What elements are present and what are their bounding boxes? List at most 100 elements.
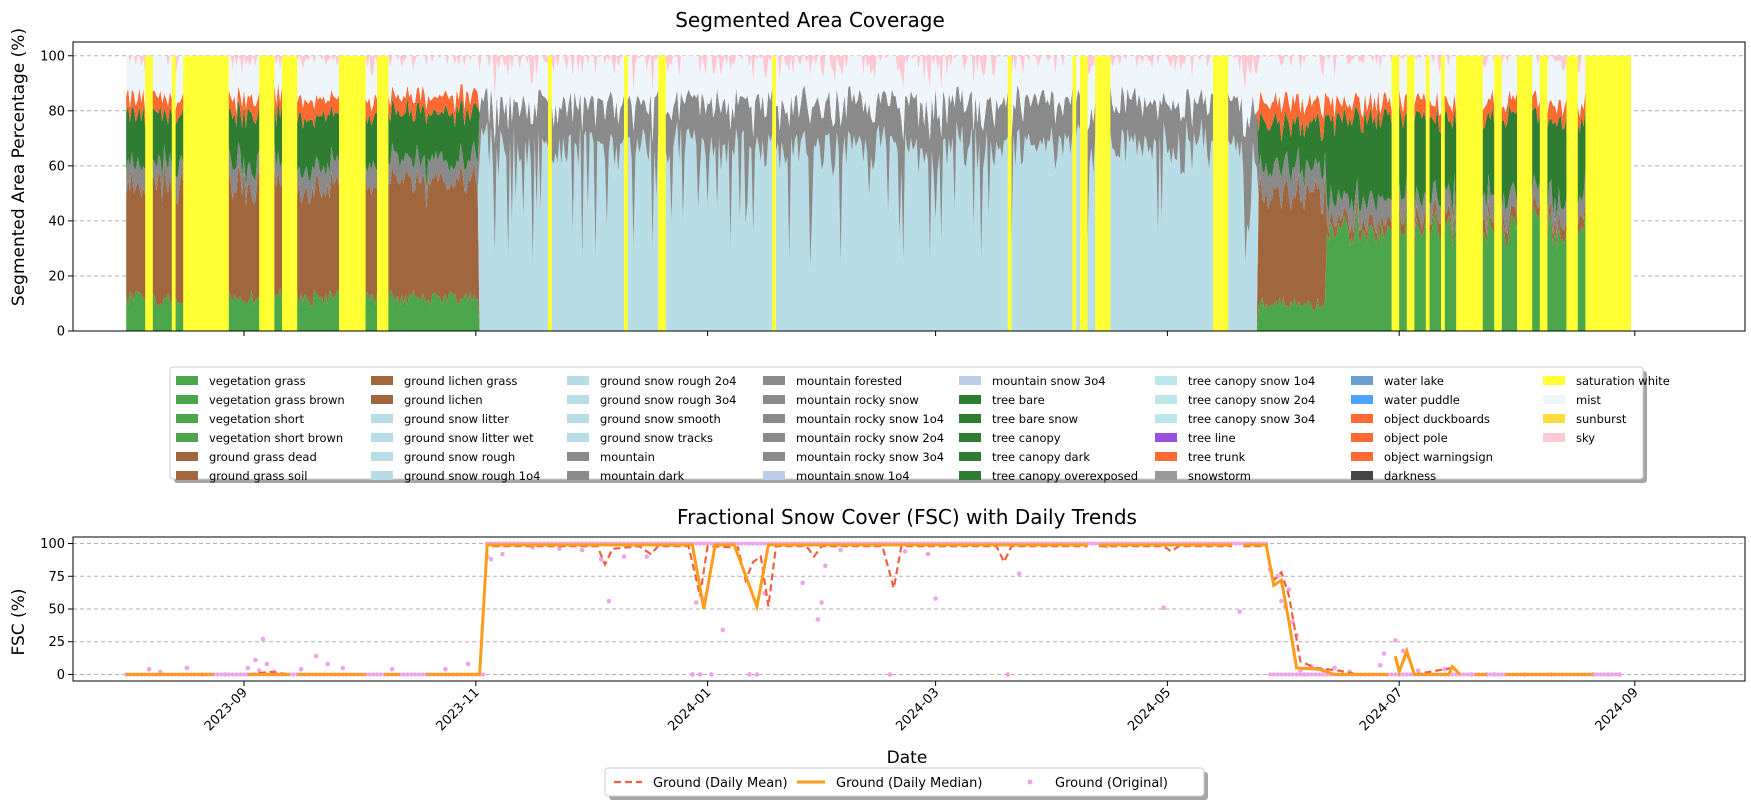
fsc-original-point — [1377, 662, 1383, 668]
coverage-legend-label: mountain dark — [600, 469, 685, 483]
fsc-original-point — [1606, 672, 1611, 677]
fsc-original-point — [443, 666, 448, 672]
fsc-plot-frame — [72, 536, 1746, 682]
fsc-original-point — [1237, 609, 1242, 614]
coverage-area-snow — [126, 119, 1632, 331]
coverage-saturation-white-band — [1391, 55, 1400, 332]
coverage-legend-label: mist — [1576, 393, 1601, 407]
fsc-original-point — [1305, 672, 1311, 677]
coverage-legend-label: water puddle — [1384, 393, 1460, 407]
fsc-original-point — [241, 672, 247, 677]
fsc-original-point — [409, 672, 414, 677]
coverage-legend-swatch — [371, 414, 393, 423]
fsc-original-point — [1408, 672, 1413, 677]
fsc-original-point — [256, 668, 262, 673]
coverage-legend-swatch — [176, 395, 198, 404]
coverage-legend-swatch — [959, 414, 981, 423]
fsc-original-point — [1313, 672, 1318, 677]
coverage-plot-frame — [72, 41, 1746, 332]
fsc-original-point — [313, 653, 319, 659]
coverage-legend-label: mountain rocky snow 1o4 — [796, 412, 944, 426]
coverage-legend-swatch — [959, 395, 981, 404]
fsc-original-point — [644, 554, 650, 559]
coverage-legend-label: snowstorm — [1188, 469, 1251, 483]
fsc-original-point — [735, 541, 741, 546]
coverage-saturation-white-band — [259, 55, 275, 332]
coverage-legend-label: tree canopy snow 1o4 — [1188, 374, 1315, 388]
fsc-original-point — [1617, 672, 1622, 677]
coverage-legend-swatch — [1351, 395, 1373, 404]
coverage-y-tick-label: 100 — [40, 49, 65, 64]
coverage-area-sky — [126, 55, 1632, 101]
coverage-legend-swatch — [567, 471, 589, 480]
fsc-original-point — [412, 672, 418, 677]
fsc-x-tick-label: 2023-11 — [434, 685, 483, 734]
fsc-original-point — [1321, 672, 1326, 677]
coverage-legend-label: ground grass dead — [209, 450, 317, 464]
fsc-original-point — [697, 672, 703, 677]
coverage-legend-swatch — [763, 452, 785, 461]
coverage-chart: Segmented Area Coverage Segmented Area P… — [9, 8, 1746, 340]
coverage-saturation-white-band — [1406, 55, 1415, 332]
fsc-original-point — [1469, 672, 1474, 677]
coverage-legend-label: mountain rocky snow 2o4 — [796, 431, 944, 445]
coverage-legend-swatch — [1351, 452, 1373, 461]
fsc-original-point — [1499, 672, 1504, 677]
fsc-original-point — [1488, 672, 1493, 677]
fsc-original-point — [374, 672, 380, 677]
fsc-original-point — [1290, 672, 1295, 677]
coverage-legend-label: tree trunk — [1188, 450, 1246, 464]
fsc-original-point — [420, 672, 425, 677]
fsc-original-point — [1309, 672, 1314, 677]
fsc-x-tick-label: 2024-03 — [893, 685, 942, 734]
coverage-legend-label: mountain snow 1o4 — [796, 469, 910, 483]
fsc-original-point — [1404, 672, 1409, 677]
fsc-y-ticks: 0 25 50 75 100 — [40, 537, 73, 683]
coverage-saturation-white-band — [1494, 55, 1502, 332]
coverage-saturation-white-band — [658, 55, 666, 332]
fsc-original-point — [815, 617, 821, 622]
fsc-x-tick-label: 2024-05 — [1125, 685, 1174, 734]
coverage-legend-swatch — [567, 414, 589, 423]
coverage-legend-label: ground snow rough 2o4 — [600, 374, 736, 388]
coverage-legend-label: tree canopy overexposed — [992, 469, 1138, 483]
fsc-original-point — [739, 541, 744, 546]
fsc-original-point — [1016, 571, 1022, 576]
coverage-y-tick-label: 20 — [48, 269, 65, 284]
coverage-legend-swatch — [176, 433, 198, 442]
coverage-area-ground — [126, 162, 1632, 331]
coverage-x-ticks — [243, 331, 1636, 336]
coverage-area-object — [126, 83, 1632, 144]
fsc-original-point — [1332, 665, 1337, 671]
coverage-legend-swatch — [567, 376, 589, 385]
fsc-original-point — [709, 541, 714, 546]
fsc-original-point — [234, 672, 239, 677]
fsc-y-tick-label: 0 — [57, 668, 65, 683]
coverage-legend-label: ground snow rough 1o4 — [404, 469, 540, 483]
coverage-legend-swatch — [1543, 414, 1565, 423]
coverage-legend-label: vegetation grass brown — [209, 393, 345, 407]
coverage-areas — [126, 55, 1632, 332]
coverage-legend-swatch — [567, 395, 589, 404]
coverage-legend-label: tree bare — [992, 393, 1045, 407]
coverage-legend-swatch — [763, 471, 785, 480]
coverage-saturation-white-band — [171, 55, 176, 332]
coverage-legend-label: ground snow litter — [404, 412, 509, 426]
coverage-saturation-white-band — [282, 55, 298, 332]
coverage-saturation-white-band — [377, 55, 389, 332]
fsc-original-point — [1005, 672, 1011, 677]
coverage-legend-swatch — [1351, 376, 1373, 385]
coverage-y-ticks: 0 20 40 60 80 100 — [40, 49, 73, 340]
fsc-original-point — [1286, 672, 1292, 677]
coverage-legend-swatch — [763, 376, 785, 385]
coverage-saturation-white-band — [1456, 55, 1483, 332]
coverage-legend-label: tree line — [1188, 431, 1236, 445]
fsc-original-point — [416, 672, 421, 677]
fsc-original-point — [1389, 672, 1394, 677]
fsc-original-point — [800, 580, 805, 586]
fsc-original-point — [1400, 648, 1406, 654]
coverage-legend-label: ground snow litter wet — [404, 431, 534, 445]
coverage-saturation-white-band — [1585, 55, 1631, 332]
coverage-legend-label: mountain forested — [796, 374, 902, 388]
